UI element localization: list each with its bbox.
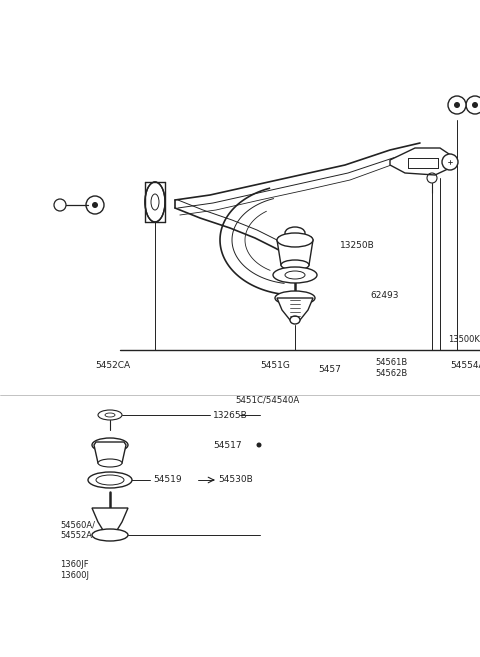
Circle shape (454, 102, 460, 108)
Ellipse shape (98, 459, 122, 467)
Circle shape (472, 102, 478, 108)
Text: 5452CA: 5452CA (95, 361, 130, 369)
Ellipse shape (281, 260, 309, 270)
Ellipse shape (273, 267, 317, 283)
Circle shape (466, 96, 480, 114)
Circle shape (256, 443, 262, 447)
Polygon shape (94, 442, 126, 463)
Ellipse shape (88, 472, 132, 488)
Ellipse shape (275, 291, 315, 305)
Polygon shape (92, 508, 128, 535)
Text: 54519: 54519 (153, 476, 181, 484)
Text: 1360JF
13600J: 1360JF 13600J (60, 560, 89, 579)
Text: 13500K: 13500K (448, 336, 480, 344)
Text: 5451G: 5451G (260, 361, 290, 369)
Text: 13265B: 13265B (213, 411, 248, 420)
Ellipse shape (92, 529, 128, 541)
Text: 54530B: 54530B (218, 476, 253, 484)
Text: 54554A: 54554A (450, 361, 480, 369)
Ellipse shape (290, 316, 300, 324)
Ellipse shape (285, 227, 305, 239)
Circle shape (442, 154, 458, 170)
Text: 54561B
54562B: 54561B 54562B (375, 358, 407, 378)
Circle shape (92, 202, 98, 208)
Text: 54560A/
54552A: 54560A/ 54552A (60, 520, 95, 539)
Ellipse shape (277, 233, 313, 247)
Polygon shape (390, 148, 455, 175)
Polygon shape (277, 298, 313, 320)
Ellipse shape (98, 410, 122, 420)
Ellipse shape (145, 182, 165, 222)
Polygon shape (277, 237, 313, 265)
Text: 5457: 5457 (318, 365, 341, 374)
Circle shape (448, 96, 466, 114)
Text: 13250B: 13250B (340, 240, 375, 250)
Ellipse shape (92, 438, 128, 452)
Text: 62493: 62493 (370, 290, 398, 300)
Text: 5451C/54540A: 5451C/54540A (235, 396, 299, 405)
Text: 54517: 54517 (213, 440, 241, 449)
